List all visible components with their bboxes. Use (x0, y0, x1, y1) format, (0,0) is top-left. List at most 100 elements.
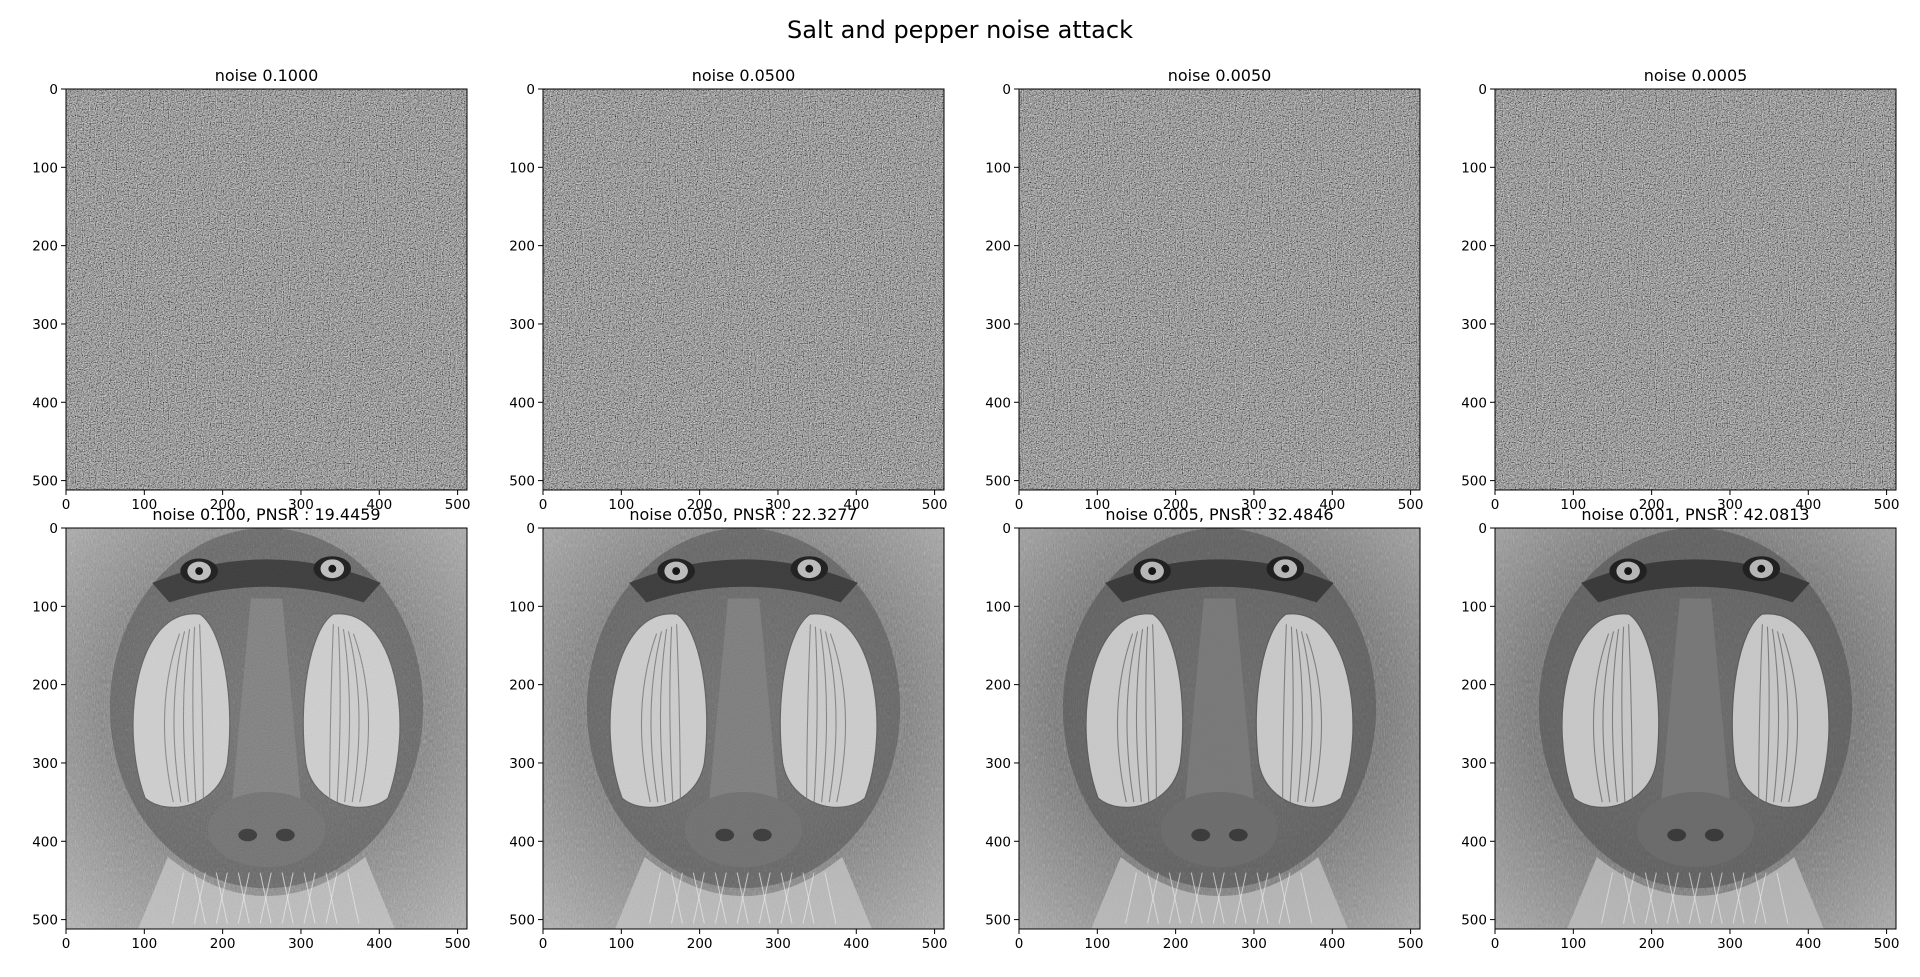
y-tick-label: 200 (985, 678, 1011, 694)
y-tick-label: 100 (985, 599, 1011, 615)
x-tick-label: 0 (539, 497, 548, 513)
x-tick-label: 200 (1639, 497, 1665, 513)
y-tick-label: 100 (1461, 599, 1487, 615)
y-tick-label: 200 (1461, 239, 1487, 255)
y-tick-label: 400 (509, 834, 535, 850)
y-tick-label: 500 (985, 474, 1011, 490)
image-panel: noise 0.005, PNSR : 32.4846 0 100 200 300 400… (985, 505, 1423, 952)
x-tick-label: 500 (922, 936, 948, 952)
axes-frame (1494, 527, 1897, 930)
x-tick-label: 200 (1163, 497, 1189, 513)
panel-title: noise 0.100, PNSR : 19.4459 (152, 505, 380, 524)
x-tick-label: 100 (1084, 497, 1110, 513)
x-tick-label: 300 (1717, 936, 1743, 952)
y-tick-label: 200 (985, 239, 1011, 255)
panel-title: noise 0.0005 (1644, 66, 1748, 85)
x-tick-label: 0 (62, 936, 71, 952)
axes-frame (1494, 88, 1897, 491)
x-tick-label: 500 (1398, 936, 1424, 952)
axes-frame (1018, 88, 1421, 491)
x-tick-label: 200 (210, 936, 236, 952)
mandrill-image (1495, 528, 1896, 929)
y-tick-label: 500 (985, 913, 1011, 929)
figure-title: Salt and pepper noise attack (787, 16, 1133, 44)
y-tick-label: 100 (509, 599, 535, 615)
mandrill-image (66, 528, 467, 929)
noise-texture (66, 89, 467, 490)
noise-texture (543, 89, 944, 490)
y-tick-label: 300 (32, 317, 58, 333)
noise-texture (1495, 89, 1896, 490)
x-tick-label: 300 (288, 936, 314, 952)
x-tick-label: 300 (1717, 497, 1743, 513)
x-tick-label: 100 (131, 936, 157, 952)
y-tick-label: 300 (1461, 317, 1487, 333)
y-tick-label: 0 (1002, 521, 1011, 537)
axes-frame (1018, 527, 1421, 930)
x-tick-label: 300 (1241, 497, 1267, 513)
x-tick-label: 400 (366, 936, 392, 952)
y-tick-label: 500 (509, 474, 535, 490)
y-tick-label: 0 (1002, 82, 1011, 98)
y-tick-label: 500 (32, 474, 58, 490)
y-tick-label: 300 (985, 756, 1011, 772)
x-tick-label: 200 (210, 497, 236, 513)
y-tick-label: 400 (985, 395, 1011, 411)
x-tick-label: 200 (1163, 936, 1189, 952)
y-tick-label: 0 (526, 82, 535, 98)
panel-title: noise 0.1000 (215, 66, 319, 85)
y-tick-label: 500 (509, 913, 535, 929)
x-tick-label: 100 (1560, 497, 1586, 513)
x-tick-label: 400 (1795, 936, 1821, 952)
x-tick-label: 400 (843, 936, 869, 952)
image-panel: noise 0.050, PNSR : 22.3277 0 100 200 300 400… (509, 505, 947, 952)
y-tick-label: 400 (509, 395, 535, 411)
panel-title: noise 0.0050 (1168, 66, 1272, 85)
x-tick-label: 500 (1874, 936, 1900, 952)
y-tick-label: 500 (1461, 913, 1487, 929)
y-tick-label: 400 (32, 834, 58, 850)
x-tick-label: 400 (1319, 936, 1345, 952)
y-tick-label: 0 (526, 521, 535, 537)
y-tick-label: 100 (509, 160, 535, 176)
x-tick-label: 100 (1084, 936, 1110, 952)
y-tick-label: 0 (49, 521, 58, 537)
y-tick-label: 300 (1461, 756, 1487, 772)
y-tick-label: 0 (49, 82, 58, 98)
noise-texture (1019, 89, 1420, 490)
mandrill-image (543, 528, 944, 929)
y-tick-label: 100 (32, 599, 58, 615)
x-tick-label: 400 (1319, 497, 1345, 513)
x-tick-label: 400 (1795, 497, 1821, 513)
image-panel: noise 0.001, PNSR : 42.0813 0 100 200 300 400… (1461, 505, 1899, 952)
y-tick-label: 400 (1461, 395, 1487, 411)
mandrill-image (1019, 528, 1420, 929)
x-tick-label: 0 (1015, 497, 1024, 513)
x-tick-label: 0 (1491, 497, 1500, 513)
x-tick-label: 400 (366, 497, 392, 513)
x-tick-label: 500 (1874, 497, 1900, 513)
y-tick-label: 200 (509, 239, 535, 255)
panel-title: noise 0.005, PNSR : 32.4846 (1105, 505, 1333, 524)
x-tick-label: 300 (1241, 936, 1267, 952)
y-tick-label: 400 (32, 395, 58, 411)
y-tick-label: 300 (32, 756, 58, 772)
panel-title: noise 0.050, PNSR : 22.3277 (629, 505, 857, 524)
y-tick-label: 0 (1478, 521, 1487, 537)
x-tick-label: 500 (445, 936, 471, 952)
y-tick-label: 300 (509, 317, 535, 333)
x-tick-label: 0 (62, 497, 71, 513)
x-tick-label: 500 (1398, 497, 1424, 513)
x-tick-label: 500 (445, 497, 471, 513)
y-tick-label: 500 (1461, 474, 1487, 490)
image-panel: noise 0.100, PNSR : 19.4459 0 100 200 300 400… (32, 505, 470, 952)
x-tick-label: 0 (539, 936, 548, 952)
x-tick-label: 100 (1560, 936, 1586, 952)
y-tick-label: 200 (32, 678, 58, 694)
